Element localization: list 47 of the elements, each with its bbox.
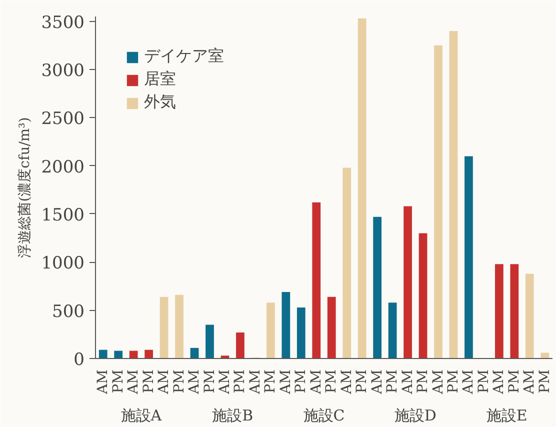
x-tick-label: PM bbox=[110, 369, 126, 394]
x-tick-label: PM bbox=[415, 369, 432, 394]
text: 施設C bbox=[303, 406, 345, 424]
x-tick-label: PM bbox=[445, 369, 462, 394]
x-tick-label: AM bbox=[460, 369, 477, 395]
x-tick-label: PM bbox=[476, 369, 492, 394]
x-tick-label: AM bbox=[522, 369, 538, 395]
x-tick-label: AM bbox=[278, 369, 294, 395]
x-tick-label: AM bbox=[247, 369, 264, 395]
x-tick-label: AM bbox=[126, 369, 142, 395]
x-tick-label: AM bbox=[216, 369, 233, 395]
x-tick-label: PM bbox=[293, 369, 310, 394]
y-tick-label: 500 bbox=[52, 302, 85, 322]
x-tick-label: AM bbox=[430, 369, 446, 395]
x-tick-label: PM bbox=[171, 369, 188, 394]
x-tick-label: AM bbox=[491, 369, 508, 395]
text: 施設E bbox=[486, 406, 528, 424]
y-tick-label: 2500 bbox=[41, 109, 84, 130]
x-tick-label: PM bbox=[140, 369, 157, 394]
x-tick-label: PM bbox=[506, 369, 522, 394]
x-tick-label: AM bbox=[369, 369, 386, 395]
x-tick-label: PM bbox=[536, 369, 553, 394]
x-tick-label: AM bbox=[308, 369, 324, 395]
y-axis-title: 浮遊総菌(濃度cfu/m³) bbox=[17, 117, 34, 258]
text: 施設A bbox=[120, 406, 162, 424]
x-tick-label: PM bbox=[384, 369, 401, 394]
y-tick-label: 1000 bbox=[41, 254, 84, 274]
x-tick-label: PM bbox=[262, 369, 279, 394]
text: 施設D bbox=[394, 406, 436, 424]
x-tick-label: PM bbox=[354, 369, 370, 394]
x-tick-label: AM bbox=[338, 369, 355, 395]
y-tick-label: 0 bbox=[74, 350, 85, 370]
y-tick-label: 2000 bbox=[41, 157, 84, 178]
legend-label: 外気 bbox=[144, 92, 176, 113]
x-tick-label: AM bbox=[156, 369, 172, 395]
x-tick-label: AM bbox=[186, 369, 203, 395]
x-tick-label: PM bbox=[202, 369, 218, 394]
x-tick-label: PM bbox=[324, 369, 340, 394]
legend-label: デイケア室 bbox=[144, 46, 224, 67]
x-tick-label: PM bbox=[232, 369, 248, 394]
y-tick-label: 3500 bbox=[41, 12, 84, 33]
text: 施設B bbox=[212, 406, 254, 424]
x-tick-label: AM bbox=[400, 369, 416, 395]
y-tick-label: 1500 bbox=[41, 205, 84, 226]
y-tick-label: 3000 bbox=[41, 60, 84, 81]
x-tick-label: AM bbox=[95, 369, 112, 395]
legend-label: 居室 bbox=[144, 69, 176, 90]
